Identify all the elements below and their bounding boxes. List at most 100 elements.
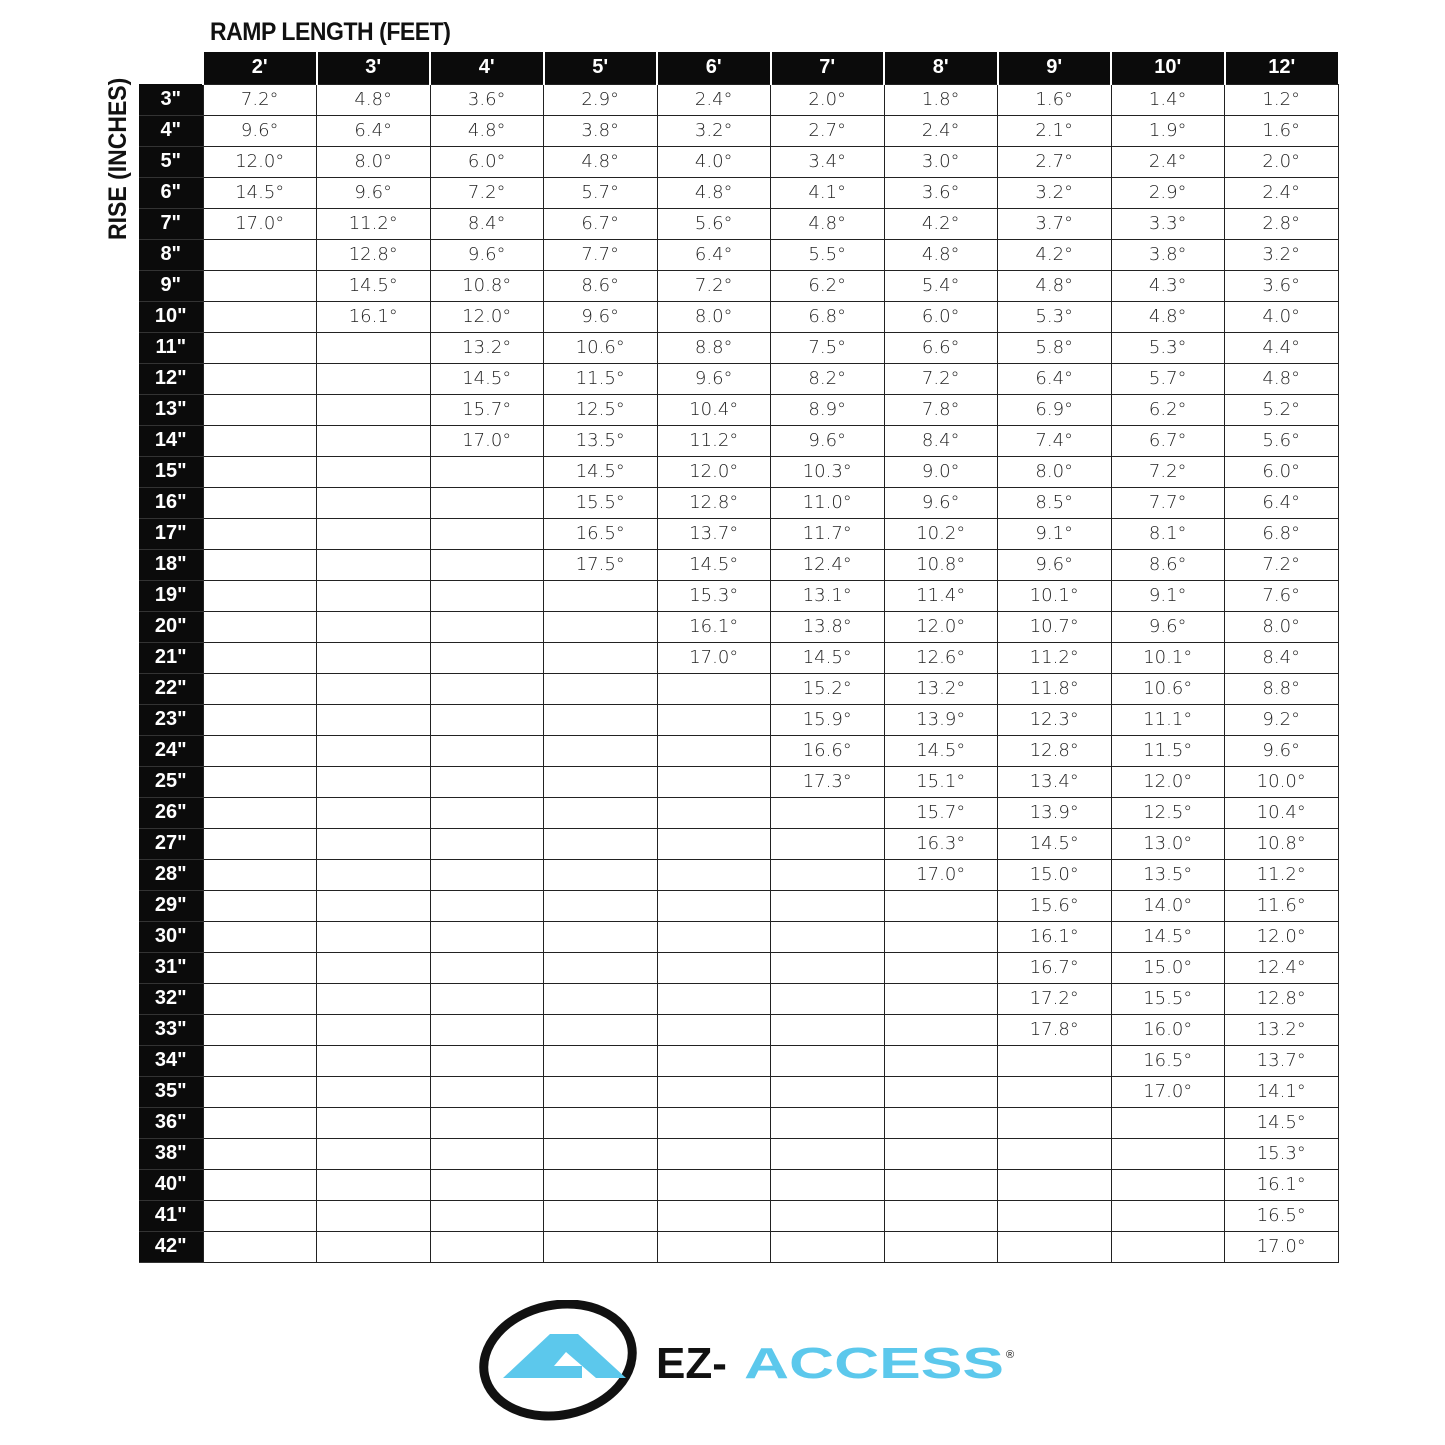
angle-cell [543,858,658,891]
column-header: 10' [1110,52,1225,84]
angle-cell [770,982,885,1015]
angle-cell: 16.5° [1110,1044,1225,1077]
angle-cell: 3.8° [1110,238,1225,271]
table-row: 42" 17.0° [139,1230,1339,1263]
angle-cell [429,734,544,767]
angle-cell [429,1013,544,1046]
angle-cell: 15.5° [1110,982,1225,1015]
angle-cell: 15.7° [429,393,544,426]
angle-cell [997,1230,1112,1263]
angle-cell: 6.7° [1110,424,1225,457]
angle-cell: 10.3° [770,455,885,488]
angle-cell [770,1106,885,1139]
angle-cell: 5.7° [543,176,658,209]
row-label: 26" [139,797,203,829]
angle-cell: 4.4° [1224,331,1339,364]
angle-cell: 5.6° [1224,424,1339,457]
row-label: 28" [139,859,203,891]
table-row: 22" 15.2° 13.2° 11.8° 10.6° 8.8° [139,672,1339,705]
angle-cell [429,517,544,550]
angle-cell: 8.5° [997,486,1112,519]
angle-cell: 8.6° [543,269,658,302]
angle-cell: 4.0° [1224,300,1339,333]
row-label: 33" [139,1014,203,1046]
angle-cell: 16.5° [1224,1199,1339,1232]
angle-cell: 14.5° [770,641,885,674]
angle-cell: 2.9° [1110,176,1225,209]
angle-cell [883,889,998,922]
angle-cell [202,517,317,550]
angle-cell: 17.0° [202,207,317,240]
angle-cell [656,1106,771,1139]
angle-cell: 13.5° [1110,858,1225,891]
row-label: 3" [139,84,203,116]
angle-cell: 8.0° [316,145,431,178]
angle-cell: 6.4° [656,238,771,271]
angle-cell: 12.0° [1110,765,1225,798]
angle-cell: 4.8° [316,83,431,116]
angle-cell [316,579,431,612]
angle-cell: 16.1° [656,610,771,643]
angle-cell: 4.2° [883,207,998,240]
angle-cell: 4.2° [997,238,1112,271]
angle-cell [997,1137,1112,1170]
angle-cell: 13.9° [883,703,998,736]
angle-cell: 2.4° [883,114,998,147]
angle-cell: 12.5° [1110,796,1225,829]
row-label: 17" [139,518,203,550]
angle-cell: 15.0° [1110,951,1225,984]
angle-cell: 16.3° [883,827,998,860]
angle-cell: 12.5° [543,393,658,426]
angle-cell: 4.8° [543,145,658,178]
angle-cell: 1.6° [1224,114,1339,147]
table-row: 20" 16.1° 13.8° 12.0° 10.7° 9.6° 8.0° [139,610,1339,643]
row-label: 8" [139,239,203,271]
angle-cell [656,982,771,1015]
angle-cell [429,703,544,736]
angle-cell: 9.1° [997,517,1112,550]
angle-cell [202,362,317,395]
angle-cell: 15.2° [770,672,885,705]
angle-cell: 13.8° [770,610,885,643]
column-header: 3' [315,52,430,84]
angle-cell [429,579,544,612]
angle-cell [883,1044,998,1077]
angle-cell: 3.6° [429,83,544,116]
angle-cell: 15.1° [883,765,998,798]
angle-cell: 11.2° [1224,858,1339,891]
row-label: 13" [139,394,203,426]
row-label: 22" [139,673,203,705]
angle-cell: 7.2° [1224,548,1339,581]
row-label: 35" [139,1076,203,1108]
angle-cell: 4.8° [883,238,998,271]
table-row: 41" 16.5° [139,1199,1339,1232]
angle-cell [316,796,431,829]
table-row: 11" 13.2° 10.6° 8.8° 7.5° 6.6° 5.8° 5.3° 4.4° [139,331,1339,364]
row-label: 41" [139,1200,203,1232]
angle-cell: 1.9° [1110,114,1225,147]
angle-cell: 6.0° [1224,455,1339,488]
angle-cell [770,889,885,922]
angle-cell: 2.8° [1224,207,1339,240]
angle-cell [656,1075,771,1108]
angle-cell: 6.4° [1224,486,1339,519]
angle-cell [543,1075,658,1108]
angle-cell [883,982,998,1015]
table-row: 23" 15.9° 13.9° 12.3° 11.1° 9.2° [139,703,1339,736]
row-label: 20" [139,611,203,643]
angle-cell: 14.1° [1224,1075,1339,1108]
angle-cell: 3.2° [656,114,771,147]
logo-registered: ® [1006,1349,1014,1361]
angle-cell: 3.4° [770,145,885,178]
angle-cell: 13.9° [997,796,1112,829]
column-header: 6' [656,52,771,84]
table-row: 35" 17.0° 14.1° [139,1075,1339,1108]
angle-cell: 2.4° [1110,145,1225,178]
angle-cell: 8.0° [656,300,771,333]
angle-cell: 4.8° [1224,362,1339,395]
angle-cell [656,734,771,767]
angle-cell: 12.4° [1224,951,1339,984]
angle-cell: 12.8° [656,486,771,519]
angle-cell: 14.5° [883,734,998,767]
angle-cell: 2.4° [656,83,771,116]
